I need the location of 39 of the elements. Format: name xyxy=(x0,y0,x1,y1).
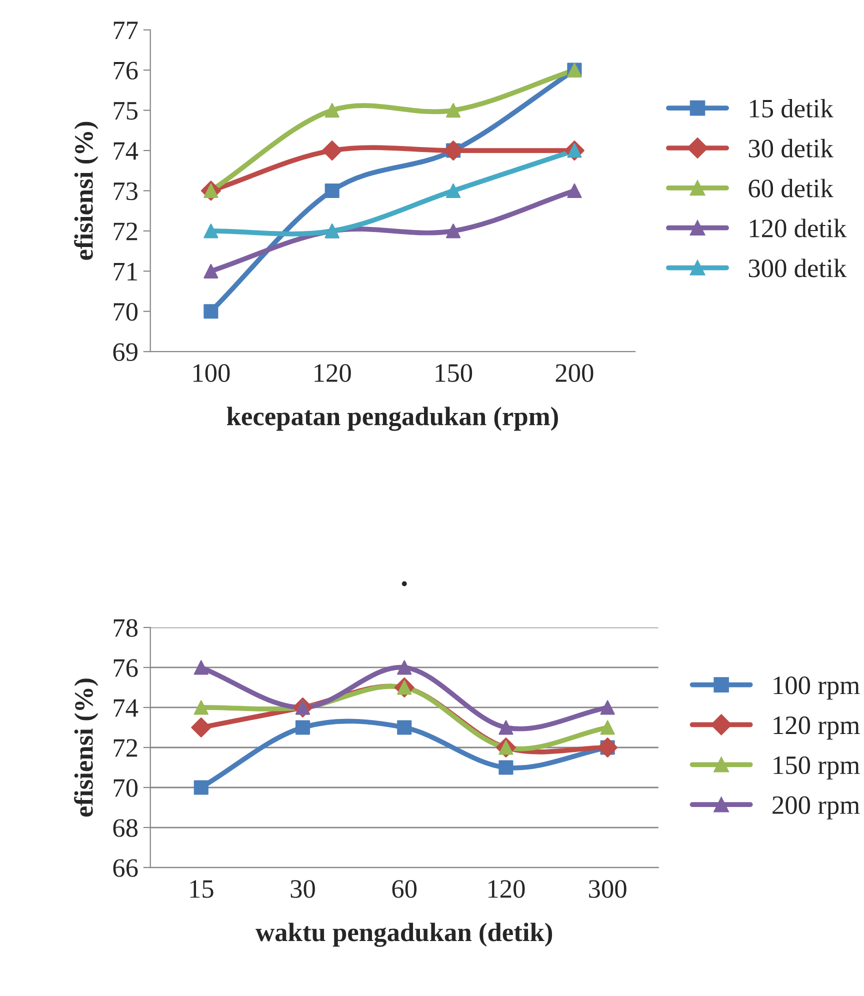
legend-label: 150 rpm xyxy=(774,756,860,780)
y-tick-label: 78 xyxy=(114,619,138,637)
y-tick-label: 74 xyxy=(114,142,138,160)
x-tick-label: 30 xyxy=(290,880,315,898)
x-tick-label: 60 xyxy=(392,880,417,898)
y-axis-title: efisiensi (%) xyxy=(74,122,98,260)
y-axis-title: efisiensi (%) xyxy=(74,678,98,817)
legend-label: 100 rpm xyxy=(774,676,860,700)
legend-label: 60 detik xyxy=(748,178,834,198)
x-tick-label: 15 xyxy=(190,880,214,898)
x-axis-title: waktu pengadukan (detik) xyxy=(256,922,552,947)
legend-label: 120 rpm xyxy=(774,716,860,740)
legend-label: 30 detik xyxy=(748,138,834,158)
x-axis-title: kecepatan pengadukan (rpm) xyxy=(226,406,558,431)
y-tick-label: 66 xyxy=(113,859,138,877)
x-tick-label: 120 xyxy=(314,364,351,382)
x-tick-label: 300 xyxy=(589,880,626,898)
legend-label: 300 detik xyxy=(748,258,847,278)
x-tick-label: 100 xyxy=(193,364,230,382)
y-tick-label: 69 xyxy=(113,343,138,362)
y-tick-label: 77 xyxy=(114,22,138,40)
y-tick-label: 72 xyxy=(114,739,138,757)
x-tick-label: 120 xyxy=(488,880,525,898)
y-tick-label: 75 xyxy=(114,102,138,120)
y-tick-label: 76 xyxy=(114,62,138,80)
y-tick-label: 73 xyxy=(114,182,138,200)
y-tick-label: 70 xyxy=(114,779,138,797)
chart-title: . xyxy=(402,581,407,586)
x-tick-label: 200 xyxy=(556,364,594,382)
y-tick-label: 74 xyxy=(114,699,138,717)
legend-label: 200 rpm xyxy=(772,796,860,820)
y-tick-label: 68 xyxy=(113,819,138,837)
y-tick-label: 72 xyxy=(114,222,138,240)
legend-label: 15 detik xyxy=(750,99,834,118)
y-tick-label: 71 xyxy=(114,262,137,280)
legend-label: 120 detik xyxy=(750,218,847,238)
x-tick-label: 150 xyxy=(436,364,472,382)
y-tick-label: 76 xyxy=(114,659,138,677)
y-tick-label: 70 xyxy=(114,302,138,321)
